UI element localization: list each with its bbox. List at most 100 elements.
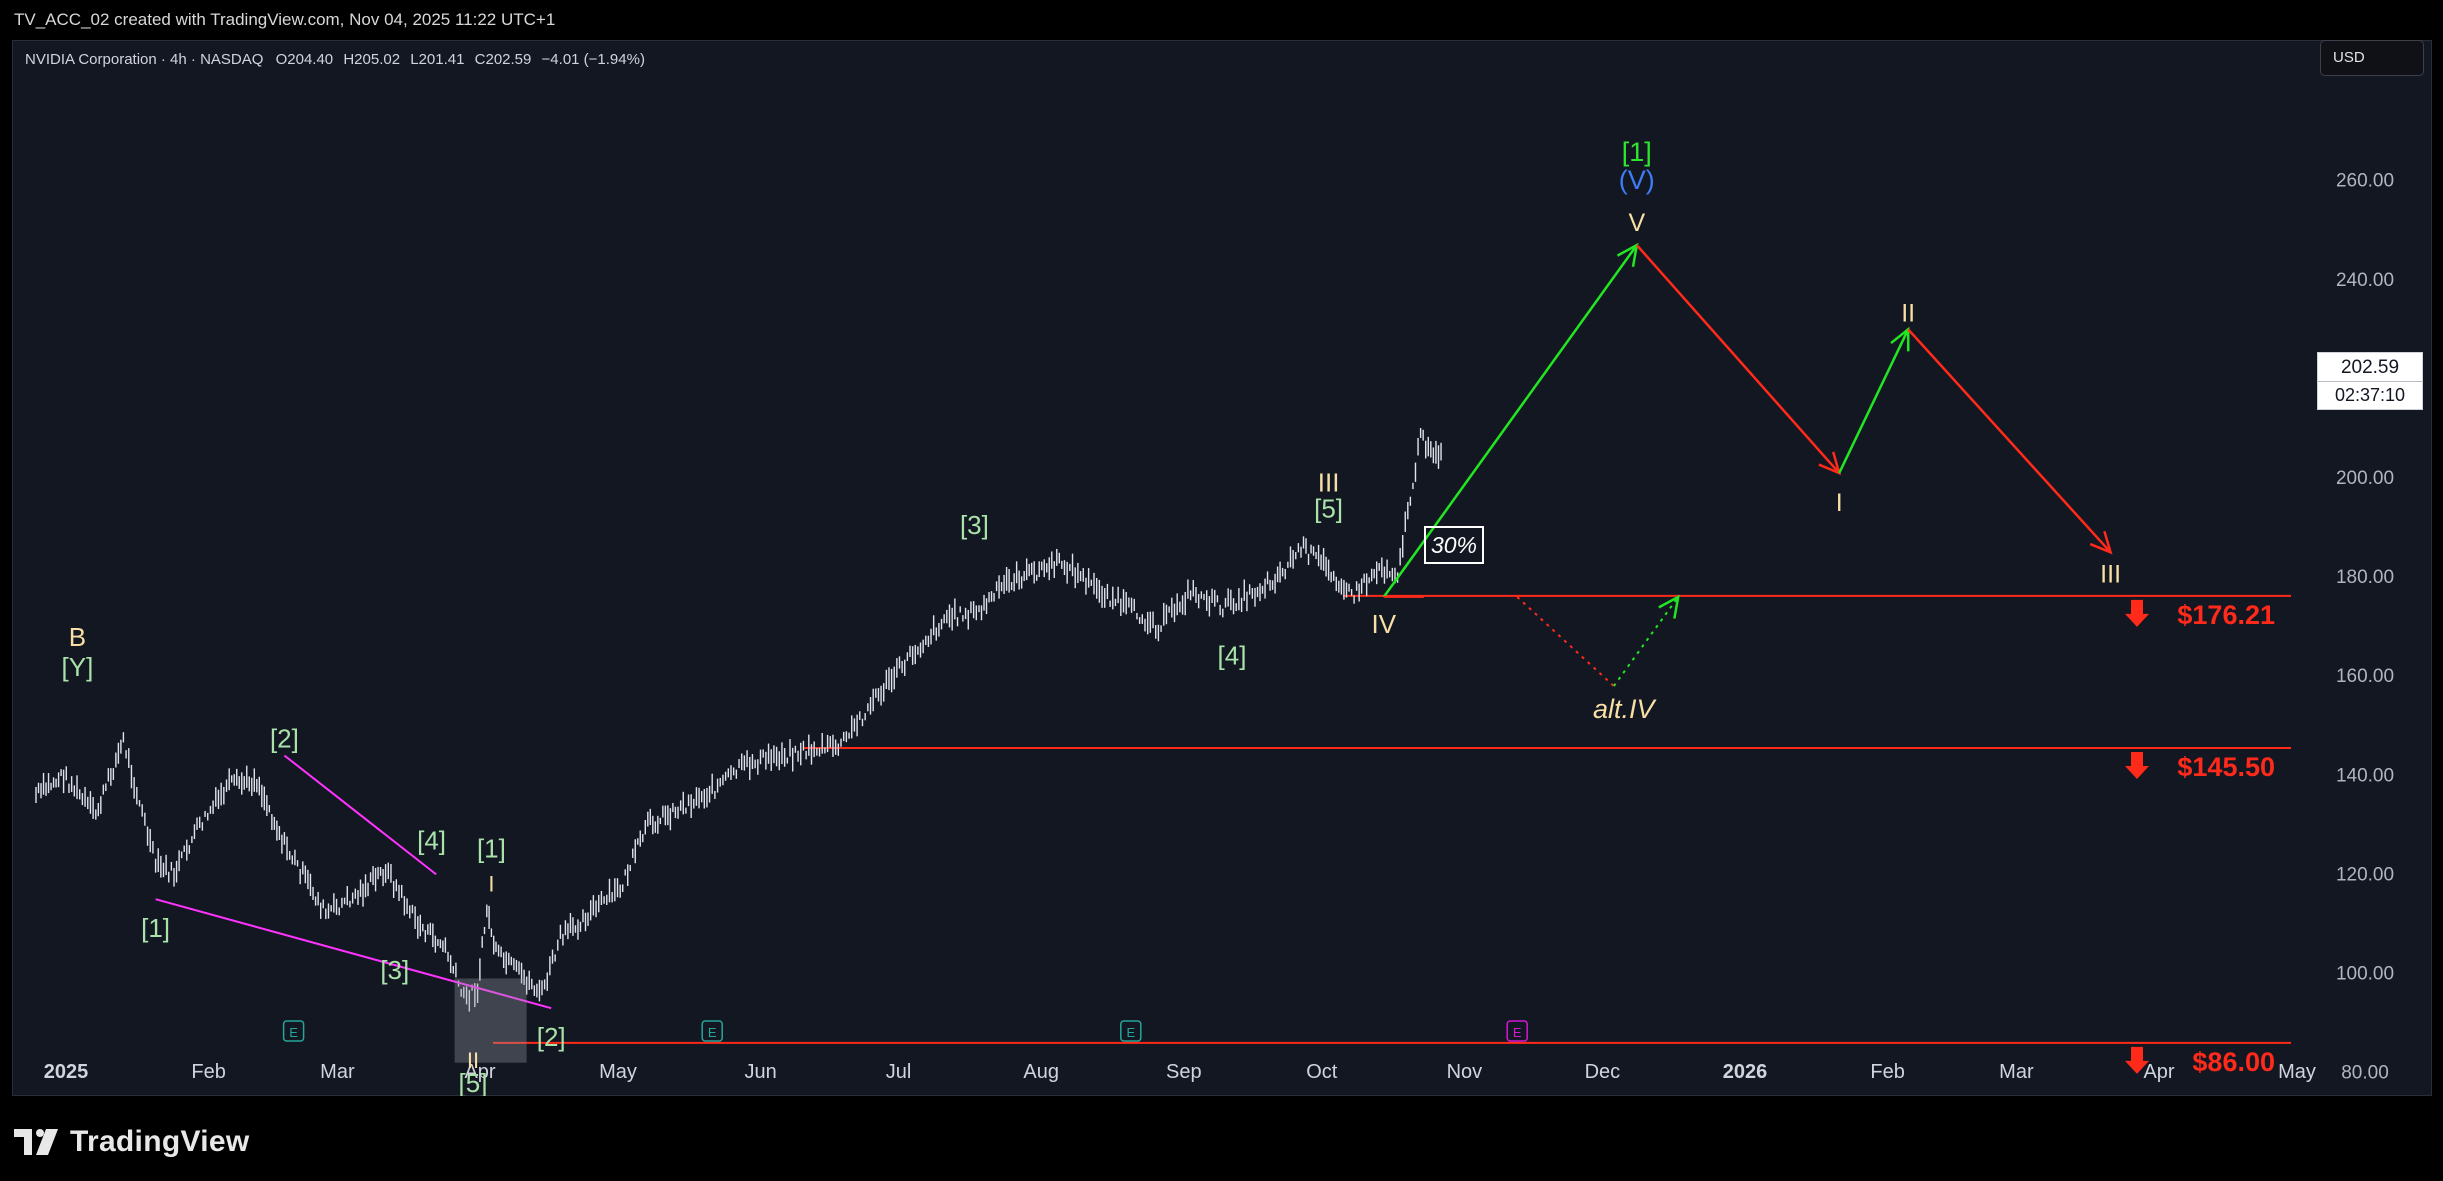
wave-label-top-V: (V) (1619, 165, 1655, 195)
arrow-head-icon (1658, 594, 1680, 619)
time-tick-label: Aug (1023, 1061, 1059, 1083)
price-chart[interactable]: NVIDIA Corporation · 4h · NASDAQ O204.40… (13, 41, 2433, 1097)
currency-label: USD (2333, 49, 2365, 66)
top-bar: TV_ACC_02 created with TradingView.com, … (0, 0, 2443, 40)
legend-change: −4.01 (−1.94%) (542, 51, 645, 68)
wave-label-minor-2b: [2] (537, 1022, 566, 1052)
earnings-letter: E (708, 1025, 717, 1040)
wave-label-alt-iv: alt.IV (1593, 694, 1658, 724)
wave-label-wave-IV: IV (1372, 609, 1397, 639)
wave-label-wave-III: III (1318, 467, 1340, 497)
wave-label-wave-B: B (69, 622, 86, 652)
probability-label: 30% (1431, 532, 1477, 558)
wave-label-top-1: [1] (1622, 137, 1652, 167)
alt-bearish-dotted-arrow (1516, 596, 1615, 687)
time-tick-label: Dec (1585, 1061, 1621, 1083)
legend-high-label: H (343, 51, 354, 68)
wedge-upper-line (283, 754, 437, 876)
earnings-icon[interactable] (701, 1020, 723, 1042)
time-tick-label: Feb (1870, 1061, 1904, 1083)
legend-open: 204.40 (287, 51, 333, 68)
time-tick-label: Sep (1166, 1061, 1202, 1083)
wave-label-minor-3b: [3] (960, 510, 989, 540)
price-tick-label: 120.00 (2336, 864, 2394, 885)
price-level-label: $86.00 (2192, 1047, 2275, 1077)
selection-box[interactable] (454, 978, 527, 1063)
price-tick-label: 260.00 (2336, 171, 2394, 192)
alt-bullish-dotted-arrow (1612, 596, 1680, 687)
tradingview-logo-icon (14, 1129, 58, 1155)
wave-label-proj-I: I (1836, 489, 1843, 517)
last-price-tag: 202.59 02:37:10 (2317, 352, 2423, 410)
time-tick-label: Apr (2143, 1061, 2174, 1083)
time-tick-label: Jul (886, 1061, 912, 1083)
wave-label-minor-1a: [1] (141, 913, 170, 943)
time-tick-label: 2025 (44, 1061, 89, 1083)
wave-label-minor-5b: [5] (1314, 493, 1343, 523)
chart-caption: TV_ACC_02 created with TradingView.com, … (14, 10, 556, 29)
wave-label-minor-1b: [1] (477, 833, 506, 863)
down-arrow-icon (2125, 752, 2149, 780)
time-tick-label: Mar (320, 1061, 355, 1083)
time-tick-label: Apr (464, 1061, 495, 1083)
wave-label-proj-III: III (2100, 560, 2121, 588)
wave-label-minor-5a: [5] (459, 1068, 488, 1097)
time-tick-label: Feb (191, 1061, 225, 1083)
price-tick-label: 140.00 (2336, 765, 2394, 786)
down-arrow-icon (2125, 599, 2149, 627)
price-tick-label: 160.00 (2336, 666, 2394, 687)
brand-name: TradingView (70, 1125, 250, 1158)
brand-logo[interactable]: TradingView (14, 1122, 249, 1162)
bearish-projection-arrow (1635, 244, 1841, 474)
price-tick-label: 80.00 (2341, 1063, 2389, 1084)
earnings-icon[interactable] (1120, 1020, 1142, 1042)
price-level-label: $176.21 (2177, 600, 2275, 630)
bearish-projection-arrow (1907, 328, 2112, 554)
time-tick-label: Nov (1447, 1061, 1483, 1083)
probability-box (1424, 526, 1484, 564)
earnings-icon[interactable] (1506, 1020, 1528, 1042)
time-tick-label: 2026 (1723, 1061, 1768, 1083)
symbol-legend: NVIDIA Corporation · 4h · NASDAQ O204.40… (25, 51, 645, 68)
legend-symbol: NVIDIA Corporation · 4h · NASDAQ (25, 51, 263, 68)
legend-low: 201.41 (419, 51, 465, 68)
time-tick-label: Oct (1306, 1061, 1338, 1083)
price-level-label: $145.50 (2177, 752, 2275, 782)
bullish-projection-arrow (1382, 244, 1638, 598)
wave-label-wave-I: I (488, 871, 494, 896)
wave-label-proj-V: V (1628, 209, 1645, 237)
legend-close: 202.59 (485, 51, 531, 68)
legend-high: 205.02 (354, 51, 400, 68)
time-tick-label: May (2278, 1061, 2316, 1083)
arrow-head-icon (2089, 530, 2113, 555)
price-tick-label: 200.00 (2336, 468, 2394, 489)
wave-label-wave-II: II (467, 1048, 479, 1073)
price-tick-label: 180.00 (2336, 567, 2394, 588)
wedge-lower-line (155, 898, 552, 1010)
legend-close-label: C (475, 51, 486, 68)
time-tick-label: Mar (1999, 1061, 2034, 1083)
wave-label-wave-Y: [Y] (62, 652, 94, 682)
bullish-projection-arrow (1838, 328, 1910, 474)
wave-label-minor-4b: [4] (1218, 641, 1247, 671)
price-tick-label: 240.00 (2336, 270, 2394, 291)
currency-button[interactable]: USD (2320, 40, 2424, 76)
bottom-bar: TradingView (0, 1096, 2443, 1181)
wave-label-proj-II: II (1901, 299, 1915, 327)
wave-label-wave-C: C (464, 1094, 483, 1097)
legend-low-label: L (410, 51, 418, 68)
wave-label-minor-2a: [2] (270, 723, 299, 753)
time-tick-label: May (599, 1061, 637, 1083)
last-price: 202.59 (2340, 357, 2400, 378)
price-tick-label: 100.00 (2336, 964, 2394, 985)
earnings-letter: E (1126, 1025, 1135, 1040)
bar-countdown: 02:37:10 (2318, 381, 2422, 408)
down-arrow-icon (2125, 1046, 2149, 1074)
earnings-letter: E (1513, 1025, 1522, 1040)
time-tick-label: Jun (744, 1061, 776, 1083)
wave-label-minor-4a: [4] (417, 825, 446, 855)
chart-frame[interactable]: NVIDIA Corporation · 4h · NASDAQ O204.40… (12, 40, 2433, 1097)
wave-label-minor-3a: [3] (380, 955, 409, 985)
earnings-letter: E (289, 1025, 298, 1040)
earnings-icon[interactable] (282, 1020, 305, 1042)
